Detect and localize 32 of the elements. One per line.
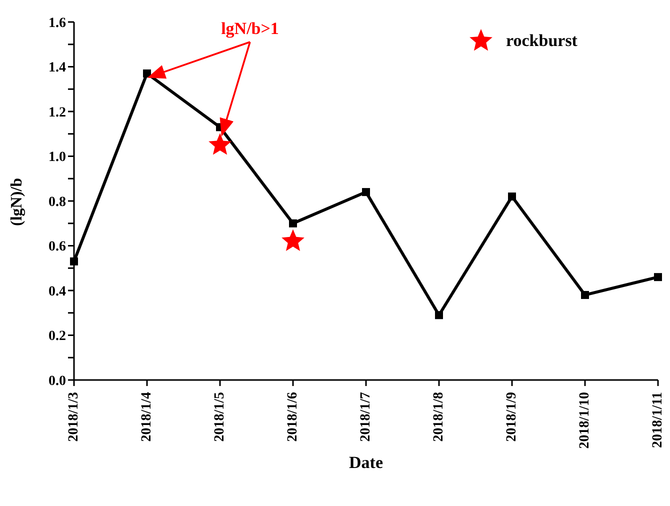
y-tick-label: 0.8 (48, 194, 66, 210)
y-tick-label: 1.0 (48, 150, 66, 166)
point (654, 273, 662, 282)
x-tick-label: 2018/1/9 (504, 392, 520, 442)
x-axis-title: Date (349, 453, 384, 472)
point (508, 192, 516, 201)
y-axis-title: (lgN)/b (8, 178, 26, 226)
x-tick-label: 2018/1/5 (212, 392, 228, 442)
point (362, 188, 370, 196)
point (143, 69, 151, 78)
y-tick-label: 1.6 (48, 16, 66, 31)
x-tick-label: 2018/1/8 (432, 392, 446, 442)
point (70, 257, 78, 266)
y-tick-label: 0.6 (48, 240, 66, 255)
point (435, 311, 443, 320)
x-tick-label: 2018/1/11 (650, 392, 666, 448)
y-tick-label: 0.2 (48, 329, 66, 344)
y-tick-label: 0.4 (48, 284, 66, 300)
x-tick-label: 2018/1/3 (66, 392, 82, 442)
point (208, 133, 232, 155)
x-tick-label: 2018/1/6 (286, 392, 300, 442)
point (282, 229, 304, 251)
y-tick-label: 1.2 (48, 105, 66, 120)
x-tick-label: 2018/1/10 (578, 392, 592, 449)
point (581, 290, 589, 299)
y-tick-label: 0.0 (48, 374, 66, 389)
y-tick-label: 1.4 (48, 60, 66, 76)
annotation: lgN/b>1 (221, 19, 279, 38)
legend-label: rockburst (506, 31, 578, 51)
x-tick-label: 2018/1/7 (358, 392, 374, 442)
point (289, 219, 297, 228)
x-tick-label: 2018/1/4 (140, 392, 154, 442)
